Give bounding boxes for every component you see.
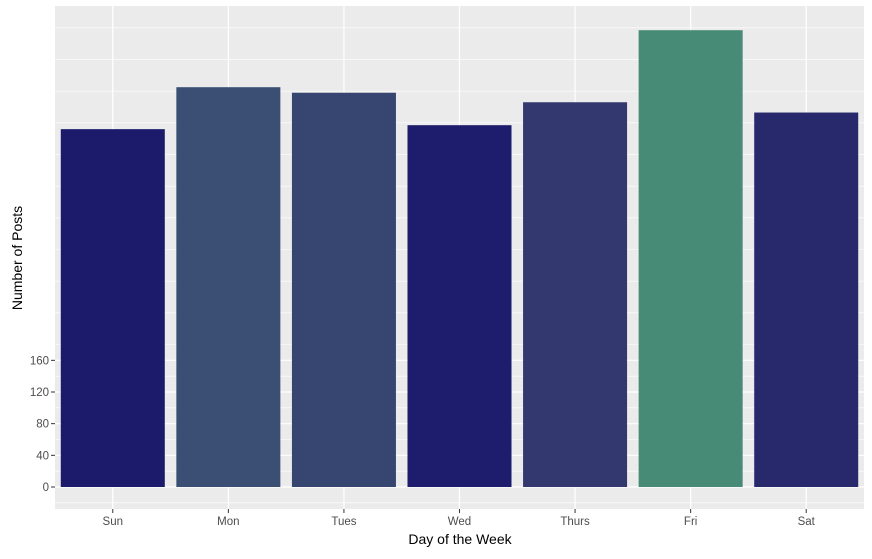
x-axis-title: Day of the Week <box>408 531 512 547</box>
x-tick-label: Tues <box>331 516 356 528</box>
y-tick-label: 160 <box>30 355 49 367</box>
x-tick-label: Mon <box>217 516 239 528</box>
bars-layer <box>60 30 859 488</box>
y-tick-label: 120 <box>30 387 49 399</box>
x-tick-label: Fri <box>684 516 697 528</box>
x-tick-label: Sun <box>103 516 123 528</box>
x-tick-label: Thurs <box>560 516 590 528</box>
x-tick-label: Sat <box>798 516 816 528</box>
y-tick-label: 0 <box>43 482 49 494</box>
y-tick-label: 80 <box>36 419 49 431</box>
bar-sat <box>754 112 859 487</box>
bar-thurs <box>523 102 628 488</box>
y-tick-label: 40 <box>36 450 49 462</box>
bar-fri <box>638 30 743 488</box>
bar-wed <box>407 125 512 487</box>
x-tick-label: Wed <box>448 516 471 528</box>
bar-tues <box>291 92 396 487</box>
bar-sun <box>60 129 165 487</box>
y-axis-title: Number of Posts <box>9 206 25 310</box>
ticks-layer: Sun Mon Tues Wed Thurs Fri Sat 0 40 80 120 160 <box>30 355 816 528</box>
bar-mon <box>176 87 281 487</box>
